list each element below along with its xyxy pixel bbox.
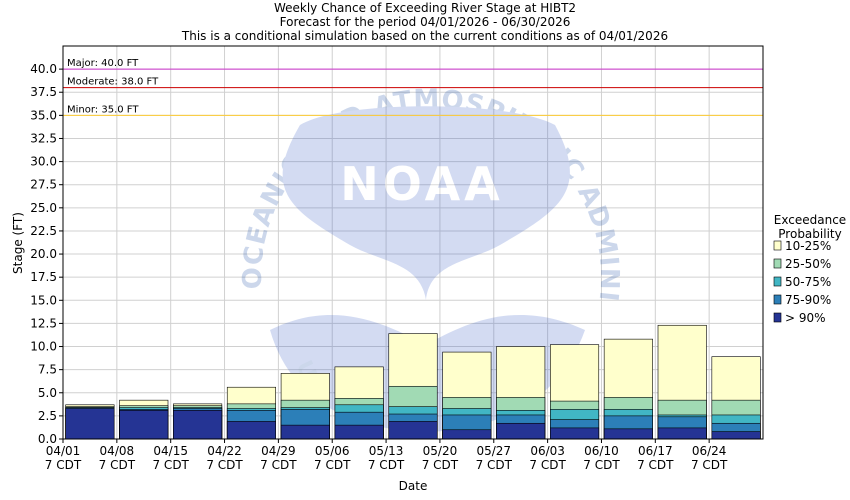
x-tick-date: 04/22 (207, 444, 242, 458)
y-tick-label: 5.0 (38, 386, 57, 400)
legend-swatch (773, 312, 782, 323)
x-tick-tz: 7 CDT (45, 458, 82, 472)
x-tick-date: 06/17 (638, 444, 673, 458)
bar-segment (603, 428, 653, 440)
x-tick-tz: 7 CDT (691, 458, 728, 472)
y-tick-label: 17.5 (30, 270, 57, 284)
y-tick-label: 10.0 (30, 340, 57, 354)
threshold-label: Major: 40.0 FT (67, 58, 139, 69)
x-tick-date: 05/27 (476, 444, 511, 458)
plot-border (62, 45, 764, 440)
x-tick-date: 04/01 (46, 444, 81, 458)
y-tick-label: 0.0 (38, 432, 57, 446)
legend-swatch (773, 240, 782, 251)
threshold-label: Minor: 35.0 FT (67, 104, 139, 115)
legend-label: 10-25% (785, 239, 831, 253)
chart-title-line-2: Forecast for the period 04/01/2026 - 06/… (280, 15, 571, 29)
bar-segment (657, 427, 707, 440)
noaa-emblem-shape (282, 106, 570, 300)
bar-segment (550, 427, 600, 440)
legend-label: 25-50% (785, 257, 831, 271)
x-tick-tz: 7 CDT (314, 458, 351, 472)
y-axis-label: Stage (FT) (11, 212, 25, 274)
chart-title-line-3: This is a conditional simulation based o… (181, 29, 668, 43)
x-tick-tz: 7 CDT (637, 458, 674, 472)
x-tick-date: 06/10 (584, 444, 619, 458)
y-tick-label: 35.0 (30, 108, 57, 122)
watermark-center-text: NOAA (340, 157, 504, 211)
y-tick-label: 25.0 (30, 201, 57, 215)
x-tick-date: 05/20 (423, 444, 458, 458)
legend-label: > 90% (785, 311, 826, 325)
bar-segment (173, 410, 223, 440)
bar-segment (65, 408, 115, 440)
x-tick-tz: 7 CDT (368, 458, 405, 472)
legend-swatch (773, 294, 782, 305)
x-axis-label: Date (399, 479, 428, 493)
x-tick-date: 06/03 (530, 444, 565, 458)
x-tick-tz: 7 CDT (206, 458, 243, 472)
bar-segment (334, 424, 384, 440)
y-tick-label: 20.0 (30, 247, 57, 261)
bar-segment (388, 421, 438, 440)
x-tick-date: 04/29 (261, 444, 296, 458)
x-tick-tz: 7 CDT (422, 458, 459, 472)
x-tick-date: 04/08 (100, 444, 135, 458)
legend-label: 50-75% (785, 275, 831, 289)
legend-label: 75-90% (785, 293, 831, 307)
x-tick-date: 04/15 (153, 444, 188, 458)
y-tick-label: 32.5 (30, 131, 57, 145)
bar-stacks (65, 324, 761, 440)
y-tick-label: 15.0 (30, 293, 57, 307)
legend-swatch (773, 258, 782, 269)
x-tick-date: 05/06 (315, 444, 350, 458)
bar-segment (280, 424, 330, 440)
y-tick-label: 40.0 (30, 62, 57, 76)
y-axis-ticks: 0.0 2.5 5.0 7.5 10.0 12.5 15.0 17.5 20.0 22.5 25.0… (30, 62, 63, 446)
y-tick-label: 12.5 (30, 316, 57, 330)
y-tick-label: 2.5 (38, 409, 57, 423)
legend-title-line-2: Probability (778, 227, 841, 241)
y-tick-label: 22.5 (30, 224, 57, 238)
y-tick-label: 27.5 (30, 178, 57, 192)
x-tick-date: 06/24 (692, 444, 727, 458)
y-tick-label: 7.5 (38, 363, 57, 377)
bar-segment (226, 421, 276, 440)
threshold-label: Moderate: 38.0 FT (67, 77, 159, 88)
bar-segment (711, 431, 761, 440)
x-tick-tz: 7 CDT (583, 458, 620, 472)
x-tick-tz: 7 CDT (260, 458, 297, 472)
x-tick-tz: 7 CDT (152, 458, 189, 472)
legend: Exceedance Probability 10-25% 25-50% 50-75… (773, 213, 846, 325)
bar-segment (496, 422, 546, 440)
flood-thresholds: Major: 40.0 FT Moderate: 38.0 FT Minor: 35… (63, 58, 763, 116)
x-tick-tz: 7 CDT (529, 458, 566, 472)
legend-title-line-1: Exceedance (774, 213, 846, 227)
x-tick-tz: 7 CDT (476, 458, 513, 472)
y-tick-label: 37.5 (30, 85, 57, 99)
chart-title-line-1: Weekly Chance of Exceeding River Stage a… (274, 1, 576, 15)
bar-segment (442, 429, 492, 440)
x-tick-tz: 7 CDT (99, 458, 136, 472)
legend-swatch (773, 276, 782, 287)
x-tick-date: 05/13 (369, 444, 404, 458)
bar-segment (119, 410, 169, 440)
y-tick-label: 30.0 (30, 155, 57, 169)
